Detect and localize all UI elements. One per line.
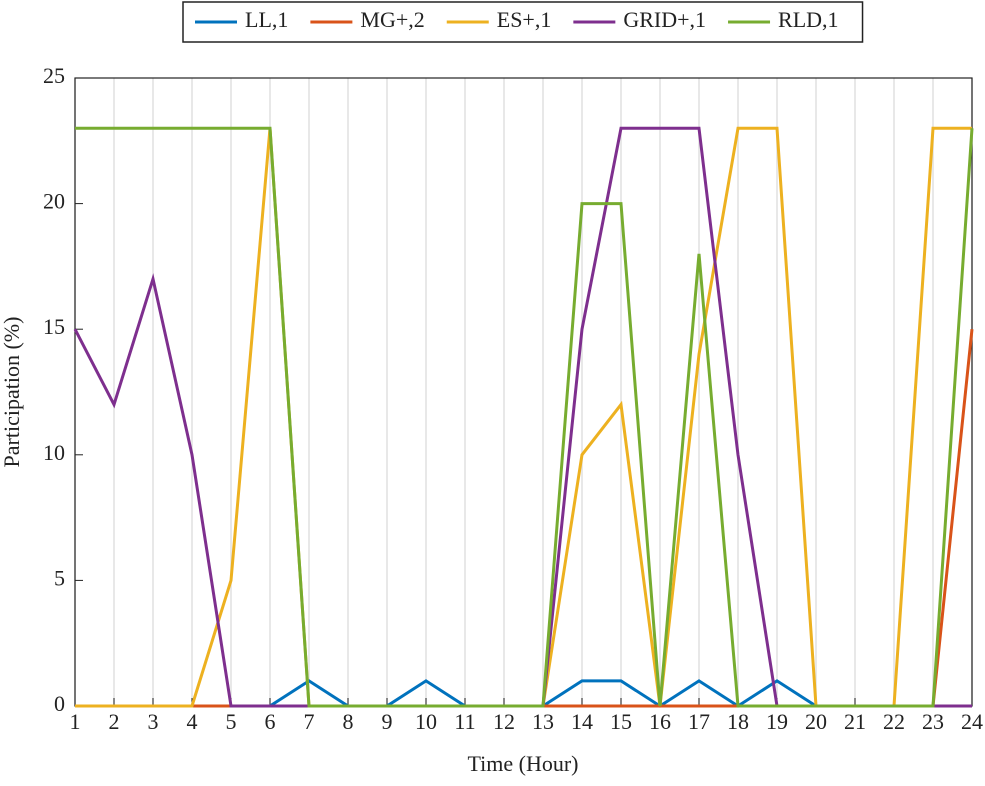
y-axis-label: Participation (%) [0,317,24,468]
y-tick-label: 25 [43,63,65,88]
x-tick-label: 7 [304,709,315,734]
x-tick-label: 23 [922,709,944,734]
legend-label: RLD,1 [778,7,839,32]
x-tick-label: 22 [883,709,905,734]
x-tick-label: 17 [688,709,710,734]
legend-label: GRID+,1 [623,7,706,32]
line-series [75,679,972,708]
x-tick-label: 8 [343,709,354,734]
y-tick-label: 0 [54,691,65,716]
x-tick-label: 4 [187,709,198,734]
plot-frame [74,77,973,707]
y-tick-label: 5 [54,565,65,590]
x-tick-label: 5 [226,709,237,734]
x-tick-label: 12 [493,709,515,734]
x-tick-label: 16 [649,709,671,734]
y-tick-label: 20 [43,189,65,214]
x-tick-label: 1 [70,709,81,734]
legend-label: ES+,1 [497,7,552,32]
y-tick-label: 10 [43,440,65,465]
legend: LL,1 MG+,2 ES+,1 GRID+,1 RLD,1 [182,1,864,43]
x-tick-label: 6 [265,709,276,734]
x-tick-label: 18 [727,709,749,734]
x-tick-label: 15 [610,709,632,734]
x-tick-label: 3 [148,709,159,734]
x-tick-label: 21 [844,709,866,734]
x-tick-label: 13 [532,709,554,734]
x-tick-label: 24 [961,709,983,734]
y-tick-label: 15 [43,314,65,339]
x-tick-label: 20 [805,709,827,734]
x-tick-label: 10 [415,709,437,734]
x-tick-label: 19 [766,709,788,734]
x-tick-label: 9 [382,709,393,734]
line-series [73,126,972,708]
x-tick-label: 11 [454,709,475,734]
line-series [75,126,974,708]
legend-label: LL,1 [245,7,288,32]
line-series [75,126,972,708]
x-tick-label: 14 [571,709,593,734]
x-axis-label: Time (Hour) [467,751,578,776]
legend-label: MG+,2 [360,7,424,32]
x-tick-label: 2 [109,709,120,734]
